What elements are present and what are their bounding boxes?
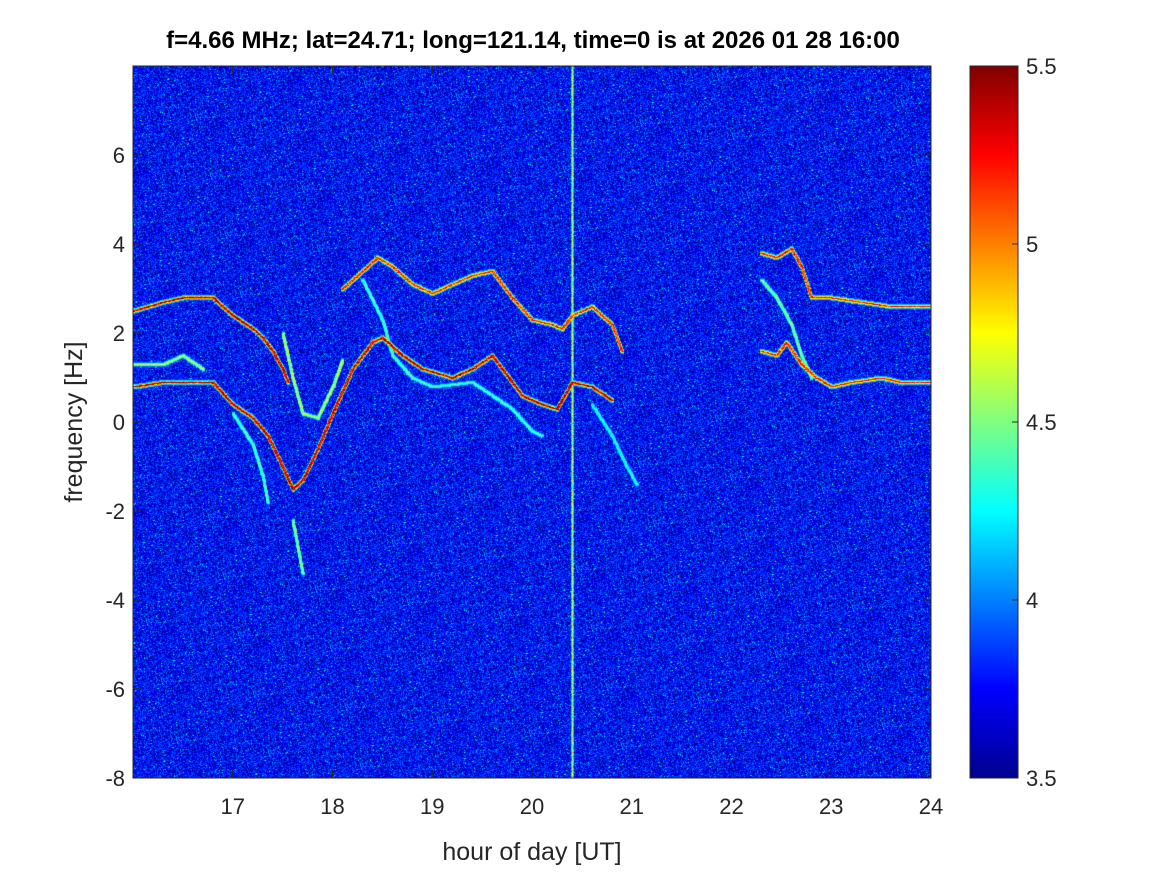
colorbar-tick-label: 4 [1026,588,1038,613]
colorbar-ramp [970,66,1018,778]
y-tick-label: 0 [113,410,125,435]
x-tick-label: 24 [919,794,943,819]
y-tick-label: -4 [105,588,125,613]
y-tick-label: -6 [105,677,125,702]
x-axis-ticks: 17 18 19 20 21 22 23 24 [221,66,943,819]
y-tick-label: 2 [113,321,125,346]
x-tick-label: 23 [819,794,843,819]
colorbar-tick-label: 5.5 [1026,54,1057,79]
colorbar-tick-label: 4.5 [1026,410,1057,435]
colorbar-tick-label: 5 [1026,232,1038,257]
y-tick-label: -8 [105,766,125,791]
colorbar-tick-label: 3.5 [1026,766,1057,791]
y-tick-label: 6 [113,143,125,168]
y-axis-label: frequency [Hz] [60,341,88,502]
x-tick-label: 22 [719,794,743,819]
y-tick-label: 4 [113,232,125,257]
chart-title: f=4.66 MHz; lat=24.71; long=121.14, time… [166,27,900,54]
x-tick-label: 18 [320,794,344,819]
x-tick-label: 21 [620,794,644,819]
x-axis-label: hour of day [UT] [442,838,621,866]
x-tick-label: 20 [520,794,544,819]
x-tick-label: 19 [420,794,444,819]
heatmap-image [133,66,931,778]
x-tick-label: 17 [221,794,245,819]
colorbar-ticks: 3.5 4 4.5 5 5.5 [1012,54,1057,791]
y-axis-ticks: -8 -6 -4 -2 0 2 4 6 [105,143,931,791]
y-tick-label: -2 [105,499,125,524]
colorbar: 3.5 4 4.5 5 5.5 [969,54,1057,791]
